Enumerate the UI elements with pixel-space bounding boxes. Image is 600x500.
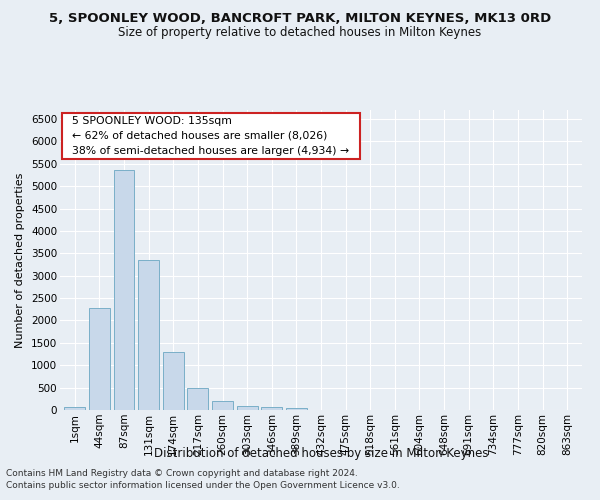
Bar <box>138 260 159 410</box>
Text: 5 SPOONLEY WOOD: 135sqm
  ← 62% of detached houses are smaller (8,026)
  38% of : 5 SPOONLEY WOOD: 135sqm ← 62% of detache… <box>65 116 356 156</box>
Text: Distribution of detached houses by size in Milton Keynes: Distribution of detached houses by size … <box>154 448 488 460</box>
Bar <box>187 388 208 410</box>
Text: Contains public sector information licensed under the Open Government Licence v3: Contains public sector information licen… <box>6 481 400 490</box>
Bar <box>212 402 233 410</box>
Bar <box>236 406 257 410</box>
Bar <box>286 408 307 410</box>
Bar <box>261 408 282 410</box>
Text: 5, SPOONLEY WOOD, BANCROFT PARK, MILTON KEYNES, MK13 0RD: 5, SPOONLEY WOOD, BANCROFT PARK, MILTON … <box>49 12 551 26</box>
Text: Contains HM Land Registry data © Crown copyright and database right 2024.: Contains HM Land Registry data © Crown c… <box>6 468 358 477</box>
Bar <box>64 406 85 410</box>
Bar <box>89 308 110 410</box>
Text: Size of property relative to detached houses in Milton Keynes: Size of property relative to detached ho… <box>118 26 482 39</box>
Bar <box>113 170 134 410</box>
Y-axis label: Number of detached properties: Number of detached properties <box>16 172 25 348</box>
Bar <box>163 352 184 410</box>
